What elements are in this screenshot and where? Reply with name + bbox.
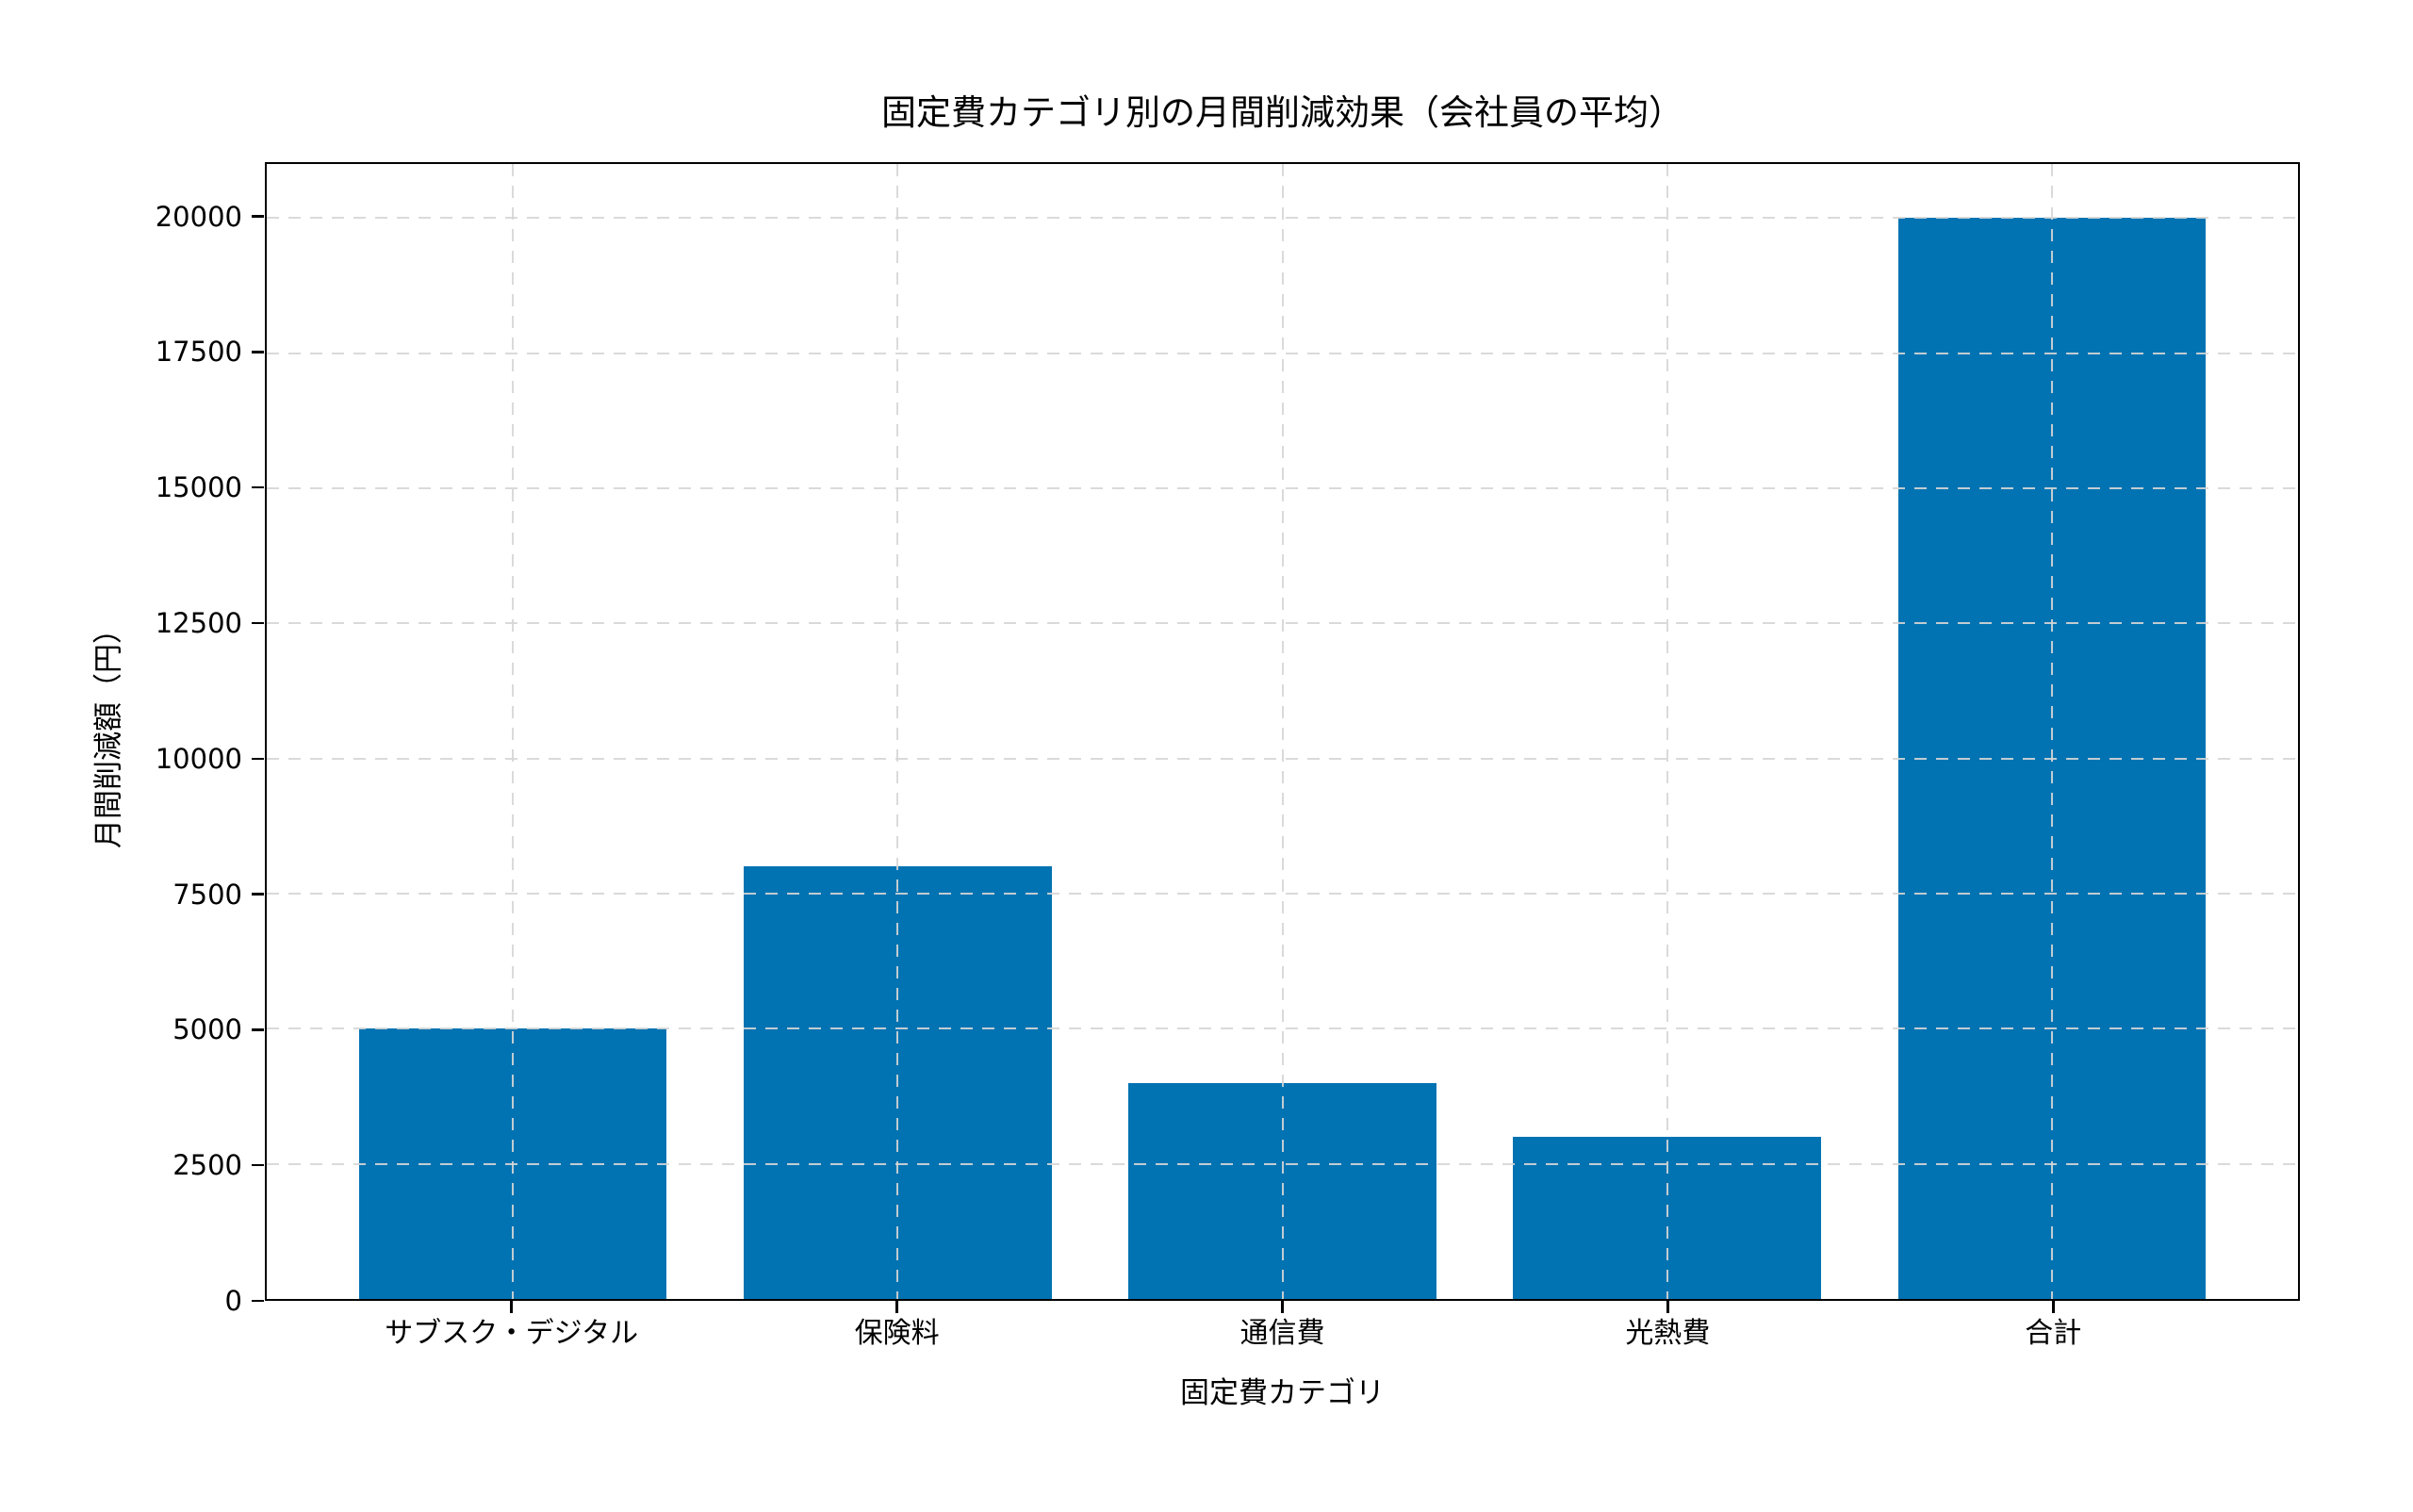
x-tick-mark	[510, 1301, 513, 1313]
x-tick-label: 通信費	[1239, 1317, 1325, 1350]
y-tick-label: 17500	[155, 336, 242, 369]
y-tick-mark	[252, 1299, 264, 1303]
gridline-horizontal	[267, 486, 2298, 489]
y-tick-mark	[252, 351, 264, 353]
gridline-horizontal	[267, 1027, 2298, 1030]
gridline-vertical	[1281, 164, 1284, 1299]
x-tick-mark	[895, 1301, 898, 1313]
gridline-horizontal	[267, 757, 2298, 760]
gridline-horizontal	[267, 217, 2298, 220]
gridline-horizontal	[267, 893, 2298, 895]
y-tick-mark	[252, 757, 264, 760]
gridline-vertical	[2050, 164, 2053, 1299]
y-tick-label: 2500	[172, 1149, 242, 1182]
x-tick-mark	[1281, 1301, 1284, 1313]
gridline-vertical	[512, 164, 515, 1299]
y-tick-mark	[252, 893, 264, 896]
y-tick-mark	[252, 1028, 264, 1031]
x-tick-label: 保険料	[854, 1317, 940, 1350]
x-tick-label: 合計	[2025, 1317, 2082, 1350]
gridline-horizontal	[267, 1162, 2298, 1165]
x-tick-mark	[1666, 1301, 1669, 1313]
y-tick-mark	[252, 215, 264, 218]
x-tick-label: 光熱費	[1625, 1317, 1711, 1350]
gridline-horizontal	[267, 352, 2298, 354]
gridline-horizontal	[267, 622, 2298, 625]
y-tick-label: 12500	[155, 606, 242, 639]
y-tick-label: 10000	[155, 742, 242, 775]
y-tick-label: 20000	[155, 200, 242, 233]
gridline-vertical	[1666, 164, 1668, 1299]
chart-title: 固定費カテゴリ別の月間削減効果（会社員の平均）	[881, 92, 1683, 133]
y-tick-label: 5000	[172, 1013, 242, 1046]
x-axis-label: 固定費カテゴリ	[1180, 1376, 1385, 1410]
plot-area	[265, 162, 2300, 1301]
y-tick-label: 7500	[172, 878, 242, 911]
y-tick-label: 0	[224, 1285, 242, 1317]
y-axis-label: 月間削減額（円）	[91, 615, 126, 848]
y-tick-mark	[252, 621, 264, 625]
x-tick-mark	[2052, 1301, 2055, 1313]
gridline-vertical	[896, 164, 899, 1299]
y-tick-mark	[252, 485, 264, 489]
x-tick-label: サブスク・デジタル	[385, 1317, 639, 1350]
y-tick-mark	[252, 1163, 264, 1167]
y-tick-label: 15000	[155, 471, 242, 504]
